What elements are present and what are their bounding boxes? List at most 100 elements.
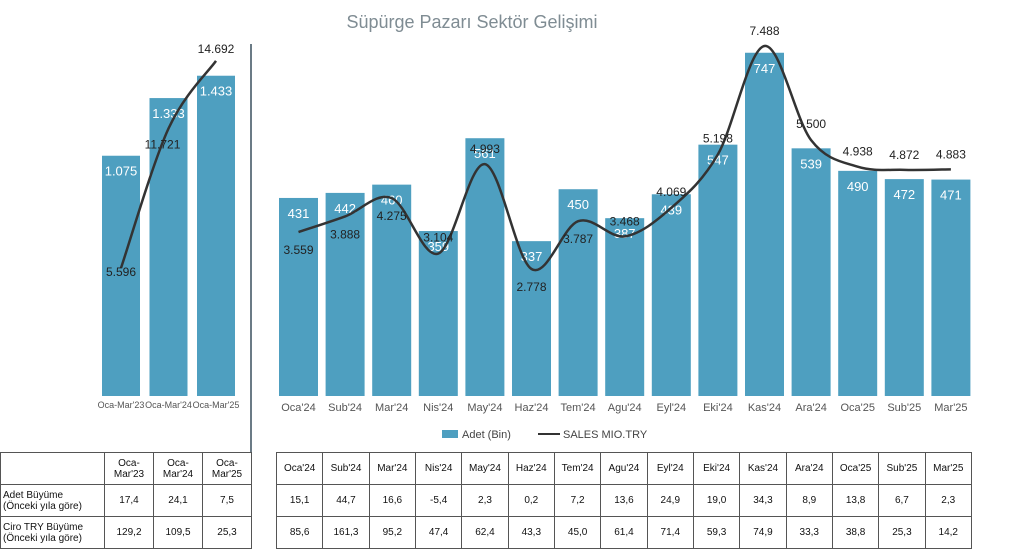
- sector-chart: Süpürge Pazarı Sektör Gelişimi 1.075 Oca-…: [98, 12, 971, 452]
- table-cell: 47,4: [414, 516, 463, 549]
- ytd-growth-table: Oca- Mar'23 Oca- Mar'24 Oca- Mar'25 Adet…: [0, 452, 252, 549]
- bar-1: [149, 98, 188, 397]
- table-cell: 129,2: [104, 516, 154, 549]
- table-cell: 61,4: [600, 516, 648, 549]
- bar-3: [418, 231, 458, 396]
- category-label: Oca-Mar'23: [98, 400, 145, 410]
- table-cell: 2,3: [461, 484, 509, 517]
- bar-2: [197, 75, 235, 397]
- table-header: May'24: [461, 452, 509, 485]
- table-cell: 8,9: [785, 484, 833, 517]
- bar-value-label: 561: [474, 146, 496, 161]
- bar-8: [651, 194, 691, 396]
- bar-13: [884, 179, 924, 396]
- table-header: Sub'24: [322, 452, 370, 485]
- table-cell: 45,0: [553, 516, 602, 549]
- legend-line-label: SALES MIO.TRY: [563, 429, 648, 441]
- bar-12: [838, 170, 878, 396]
- line-value-label: 5.596: [106, 265, 136, 279]
- bar-4: [465, 138, 505, 396]
- table-cell: 13,6: [600, 484, 648, 517]
- table-cell: 59,3: [692, 516, 741, 549]
- category-label: Nis'24: [423, 402, 453, 414]
- table-header: Nis'24: [414, 452, 463, 485]
- bar-0: [102, 155, 140, 396]
- table-cell: 7,2: [553, 484, 602, 517]
- category-label: Eki'24: [703, 402, 733, 414]
- corner-cell: [0, 452, 105, 485]
- table-cell: 38,8: [831, 516, 880, 549]
- category-label: Mar'25: [934, 402, 967, 414]
- bar-value-label: 1.333: [152, 106, 185, 121]
- category-label: Eyl'24: [656, 402, 686, 414]
- category-label: Mar'24: [375, 402, 408, 414]
- bar-value-label: 490: [847, 179, 869, 194]
- bar-value-label: 471: [940, 188, 962, 203]
- bar-value-label: 431: [288, 206, 310, 221]
- legend-bar-label: Adet (Bin): [462, 429, 511, 441]
- table-cell: 74,9: [739, 516, 787, 549]
- line-value-label: 3.559: [283, 243, 313, 257]
- table-cell: 109,5: [153, 516, 203, 549]
- category-label: Sub'25: [887, 402, 921, 414]
- table-cell: 25,3: [878, 516, 926, 549]
- bar-value-label: 450: [567, 197, 589, 212]
- bar-14: [931, 179, 971, 396]
- line-value-label: 4.993: [470, 142, 500, 156]
- line-value-label: 5.198: [703, 131, 733, 145]
- table-cell: 71,4: [646, 516, 694, 549]
- table-header: Mar'25: [924, 452, 972, 485]
- line-value-label: 11.721: [145, 138, 181, 152]
- table-cell: 19,0: [692, 484, 741, 517]
- bar-value-label: 1.433: [200, 84, 233, 99]
- sales-line: [119, 60, 218, 269]
- sales-line: [298, 44, 951, 272]
- chart-legend: Adet (Bin) SALES MIO.TRY: [442, 429, 648, 441]
- chart-title: Süpürge Pazarı Sektör Gelişimi: [346, 12, 597, 32]
- ytd-chart-panel: 1.075 Oca-Mar'23 1.333 Oca-Mar'24 1.433 Oca-M…: [98, 42, 240, 410]
- line-value-label: 4.938: [843, 145, 873, 159]
- table-cell: 15,1: [275, 484, 324, 517]
- table-cell: 16,6: [368, 484, 416, 517]
- table-cell: 24,1: [153, 484, 203, 517]
- bar-7: [605, 218, 645, 396]
- table-cell: 14,2: [924, 516, 972, 549]
- line-value-label: 14.692: [198, 42, 235, 56]
- bar-value-label: 539: [800, 156, 822, 171]
- table-header: Oca'25: [831, 452, 880, 485]
- line-value-label: 4.069: [656, 185, 686, 199]
- category-label: Ara'24: [795, 402, 826, 414]
- category-label: Oca-Mar'25: [193, 400, 240, 410]
- bar-9: [698, 144, 738, 396]
- row-label: Ciro TRY Büyüme (Önceki yıla göre): [0, 516, 105, 549]
- table-header: Agu'24: [600, 452, 648, 485]
- table-cell: 161,3: [322, 516, 370, 549]
- category-label: May'24: [467, 402, 502, 414]
- table-header: Eki'24: [692, 452, 741, 485]
- table-header: Kas'24: [739, 452, 787, 485]
- bar-5: [512, 241, 551, 396]
- table-cell: 34,3: [739, 484, 787, 517]
- table-cell: 43,3: [507, 516, 555, 549]
- table-cell: 24,9: [646, 484, 694, 517]
- table-header: Oca- Mar'23: [104, 452, 154, 485]
- bar-value-label: 1.075: [105, 164, 138, 179]
- monthly-chart-panel: 431Oca'24442Sub'24460Mar'24359Nis'24561M…: [279, 24, 971, 414]
- line-value-label: 3.888: [330, 227, 360, 241]
- table-cell: 85,6: [275, 516, 324, 549]
- category-label: Sub'24: [328, 402, 362, 414]
- table-header: Oca- Mar'25: [202, 452, 252, 485]
- table-cell: 33,3: [785, 516, 833, 549]
- category-label: Agu'24: [608, 402, 642, 414]
- line-value-label: 5.500: [796, 117, 826, 131]
- legend-bar-swatch: [442, 430, 458, 438]
- table-cell: 25,3: [202, 516, 252, 549]
- table-header: Tem'24: [553, 452, 602, 485]
- line-value-label: 4.275: [377, 209, 407, 223]
- table-cell: 17,4: [104, 484, 154, 517]
- table-cell: 0,2: [507, 484, 555, 517]
- category-label: Haz'24: [515, 402, 549, 414]
- table-header: Eyl'24: [646, 452, 694, 485]
- bar-10: [745, 52, 784, 396]
- bar-11: [791, 148, 831, 396]
